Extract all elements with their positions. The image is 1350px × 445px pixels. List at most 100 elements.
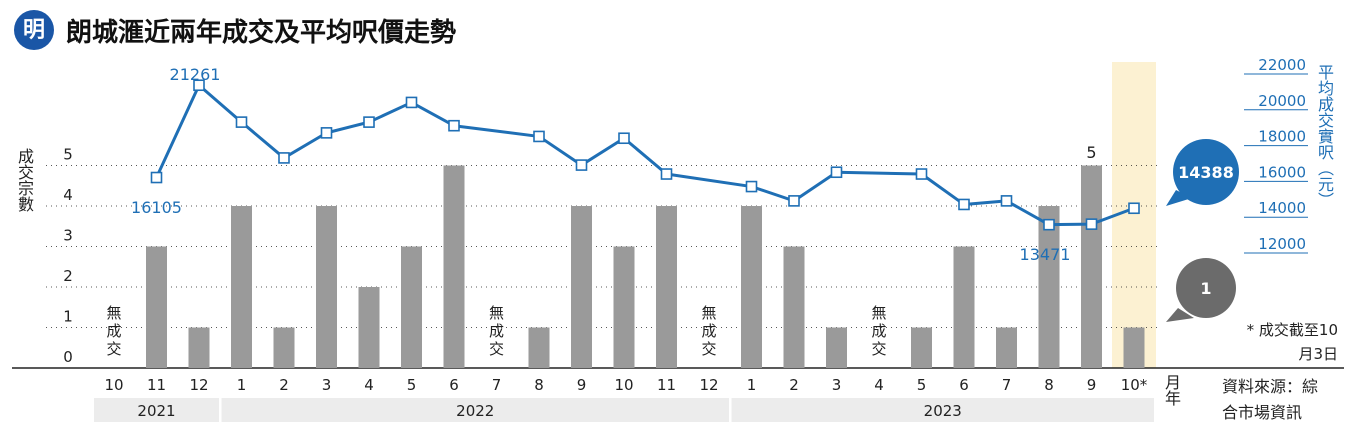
bar [528,327,550,368]
month-label: 3 [322,376,332,394]
no-trade-label: 無成交 [701,304,716,358]
no-trade-label: 無成交 [489,304,504,358]
month-label: 1 [747,376,757,394]
price-marker [575,159,588,171]
left-tick-label: 4 [63,186,73,204]
bar [443,165,465,368]
year-label: 2023 [924,402,962,420]
price-marker [1043,218,1055,231]
price-marker [660,168,673,180]
right-axis-label: 平均成交實呎（元） [1315,64,1334,208]
right-tick-label: 16000 [1258,163,1306,181]
price-marker [958,198,970,211]
month-label: 8 [534,376,544,394]
month-label: 2 [279,376,289,394]
month-label: 5 [917,376,927,394]
right-tick-label: 22000 [1258,56,1306,74]
month-label: 4 [874,376,884,394]
price-marker [235,116,248,128]
count-bubble-tail [1166,308,1194,322]
left-tick-label: 5 [63,146,73,164]
right-tick-label: 18000 [1258,128,1306,146]
left-tick-label: 1 [63,308,73,326]
peak-price-label: 21261 [170,65,221,84]
year-label: 2022 [456,402,494,420]
max-bar-label: 5 [1086,143,1096,162]
bar [273,327,295,368]
month-label: 10* [1121,376,1148,394]
count-bubble [1176,258,1236,318]
price-bubble-tail [1166,190,1192,206]
price-marker [1128,202,1140,215]
year-label: 2021 [137,402,175,420]
month-label: 7 [492,376,502,394]
month-label: 10 [614,376,633,394]
header: 明 朗城滙近兩年成交及平均呎價走勢 [8,8,608,52]
bar [783,246,805,368]
year-band [731,398,1154,422]
price-marker [278,152,290,164]
month-label: 9 [1087,376,1097,394]
price-marker [1000,195,1013,207]
month-label: 9 [577,376,587,394]
price-marker [533,130,545,143]
month-label: 7 [1002,376,1012,394]
footnote: * 成交截至10月3日 [1246,321,1338,363]
first-price-label: 16105 [131,198,182,217]
bar [953,246,975,368]
price-marker [405,96,418,109]
right-tick-label: 12000 [1258,235,1306,253]
price-line [155,83,1135,227]
price-marker [320,127,333,139]
month-label: 6 [959,376,969,394]
year-band [94,398,219,422]
page-title: 朗城滙近兩年成交及平均呎價走勢 [66,18,457,48]
bar [911,327,932,368]
low-price-label: 13471 [1020,245,1071,264]
bar [358,287,380,368]
price-marker [618,132,630,145]
month-label: 6 [449,376,459,394]
bar [401,246,422,368]
bar [1038,206,1060,368]
bar [316,206,337,368]
bar [741,206,762,368]
price-marker [363,116,375,128]
bar [1081,165,1102,368]
right-tick-label: 14000 [1258,199,1306,217]
bar [656,206,677,368]
price-marker [193,79,205,92]
newspaper-logo-icon: 明 [14,10,54,50]
bar [188,327,210,368]
price-marker [830,166,843,179]
price-marker [1085,218,1098,230]
month-label: 11 [657,376,676,394]
month-label: 1 [237,376,247,394]
left-tick-label: 0 [63,348,73,366]
price-marker [448,119,460,132]
month-label: 11 [147,376,166,394]
left-tick-label: 3 [63,227,73,245]
bar [146,246,167,368]
x-axis-label: 月年 [1162,374,1181,406]
latest-price-label: 14388 [1178,163,1234,182]
bar [826,327,847,368]
price-marker [745,180,758,193]
logo-text: 明 [22,17,45,43]
bar [1123,327,1145,368]
month-label: 5 [407,376,417,394]
year-band [221,398,729,422]
month-label: 12 [189,376,208,394]
right-tick-label: 20000 [1258,92,1306,110]
bar [571,206,592,368]
month-label: 8 [1044,376,1054,394]
bar [613,246,635,368]
month-label: 4 [364,376,374,394]
price-bubble [1173,139,1239,205]
bar [231,206,252,368]
price-marker [915,168,928,180]
month-label: 3 [832,376,842,394]
left-tick-label: 2 [63,267,73,285]
no-trade-label: 無成交 [871,304,886,358]
